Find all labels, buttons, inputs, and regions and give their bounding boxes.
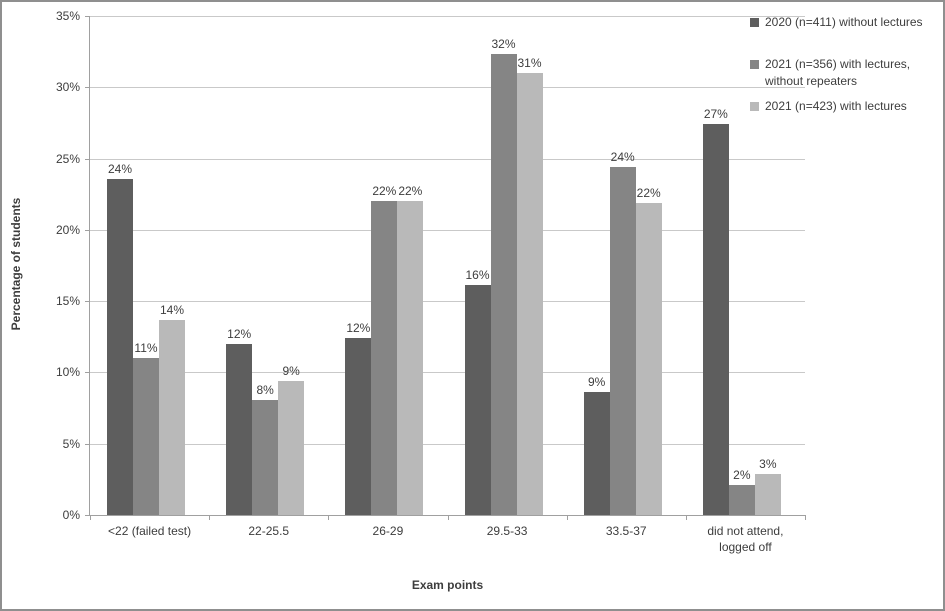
bar-value-label: 8%	[256, 382, 274, 397]
bar-value-label: 9%	[587, 375, 606, 390]
x-axis-line	[89, 515, 805, 516]
bar-value-label: 16%	[465, 268, 490, 283]
bar-value-label: 22%	[398, 184, 423, 199]
bar	[278, 380, 305, 515]
bar-value-label: 24%	[107, 161, 133, 176]
legend-marker-icon	[750, 102, 759, 111]
y-axis-tick	[85, 87, 90, 89]
bar-value-label: 14%	[159, 302, 185, 317]
bar-value-label: 22%	[636, 185, 661, 200]
y-axis-tick	[85, 301, 90, 303]
gridline	[90, 301, 805, 303]
y-tick-label: 15%	[55, 294, 80, 309]
bar-value-label: 27%	[703, 107, 728, 122]
gridline	[90, 229, 805, 231]
gridline	[90, 16, 805, 17]
bar-value-label: 2%	[733, 468, 751, 483]
x-axis-title: Exam points	[411, 578, 484, 592]
y-tick-label: 25%	[55, 151, 80, 166]
y-tick-label: 20%	[55, 222, 80, 237]
bar	[490, 54, 517, 515]
x-category-label: 29.5-33	[486, 524, 528, 538]
y-tick-label: 35%	[55, 9, 80, 23]
legend-marker-icon	[750, 60, 759, 69]
gridline	[90, 443, 805, 445]
bar	[635, 202, 662, 515]
bar-value-label: 3%	[759, 456, 777, 471]
plot-area: 24% 12% 12% 16% 9% 27% 11% 8% 22% 32% 24% 2% 14% 9% 22…	[85, 16, 806, 520]
bar	[159, 319, 185, 515]
x-axis-tick	[90, 515, 91, 520]
legend-item: 2021 (n=356) with lectures, without repe…	[750, 56, 910, 90]
x-axis-tick	[566, 515, 568, 520]
y-axis-tick	[85, 16, 90, 17]
gridline	[90, 372, 805, 374]
legend-label: 2021 (n=423) with lectures	[765, 99, 907, 113]
x-category-label: 22-25.5	[248, 524, 290, 538]
y-axis-tick	[85, 515, 90, 516]
y-axis-line	[89, 16, 90, 515]
bar	[702, 124, 729, 515]
y-tick-label: 30%	[55, 80, 80, 95]
x-axis-tick	[685, 515, 687, 520]
bar	[728, 485, 755, 515]
bar	[397, 201, 424, 515]
bar	[516, 73, 543, 515]
y-axis-tick	[85, 372, 90, 374]
bar-value-label: 12%	[346, 321, 371, 336]
x-category-label: <22 (failed test)	[108, 524, 192, 538]
legend-label: 2021 (n=356) with lectures, without repe…	[765, 57, 911, 88]
bar	[464, 285, 491, 515]
y-axis-tick	[85, 229, 90, 231]
legend-label: 2020 (n=411) without lectures	[765, 15, 923, 29]
x-category-label: 26-29	[372, 524, 404, 538]
legend-item: 2021 (n=423) with lectures	[750, 98, 907, 115]
bar-value-label: 31%	[517, 56, 542, 71]
x-category-label: did not attend, logged off	[707, 524, 784, 554]
bar	[345, 338, 372, 515]
y-axis-tick	[85, 158, 90, 160]
legend-item: 2020 (n=411) without lectures	[750, 14, 923, 31]
y-axis-tick	[85, 443, 90, 445]
y-axis-title: Percentage of students	[9, 197, 23, 331]
bar	[583, 392, 610, 515]
x-axis-tick	[209, 515, 211, 520]
bar-value-label: 32%	[491, 37, 516, 52]
bar-value-label: 22%	[372, 184, 397, 199]
bar	[107, 178, 133, 515]
bar	[133, 358, 159, 515]
gridline	[90, 87, 805, 89]
y-tick-label: 10%	[55, 365, 80, 380]
bar-value-label: 11%	[134, 341, 158, 356]
bar	[252, 399, 279, 515]
x-axis-tick	[447, 515, 449, 520]
bar-value-label: 24%	[610, 150, 635, 165]
x-axis-tick	[805, 515, 806, 520]
bar-value-label: 9%	[282, 363, 300, 378]
y-tick-label: 0%	[62, 508, 80, 522]
bar	[754, 473, 781, 515]
bar-value-label: 12%	[227, 326, 252, 341]
bar	[226, 343, 253, 515]
x-category-label: 33.5-37	[605, 524, 647, 538]
bar	[609, 167, 636, 515]
y-tick-label: 5%	[62, 436, 80, 451]
x-axis-tick	[328, 515, 330, 520]
gridline	[90, 158, 805, 160]
legend-marker-icon	[750, 18, 759, 27]
bar	[371, 201, 398, 515]
